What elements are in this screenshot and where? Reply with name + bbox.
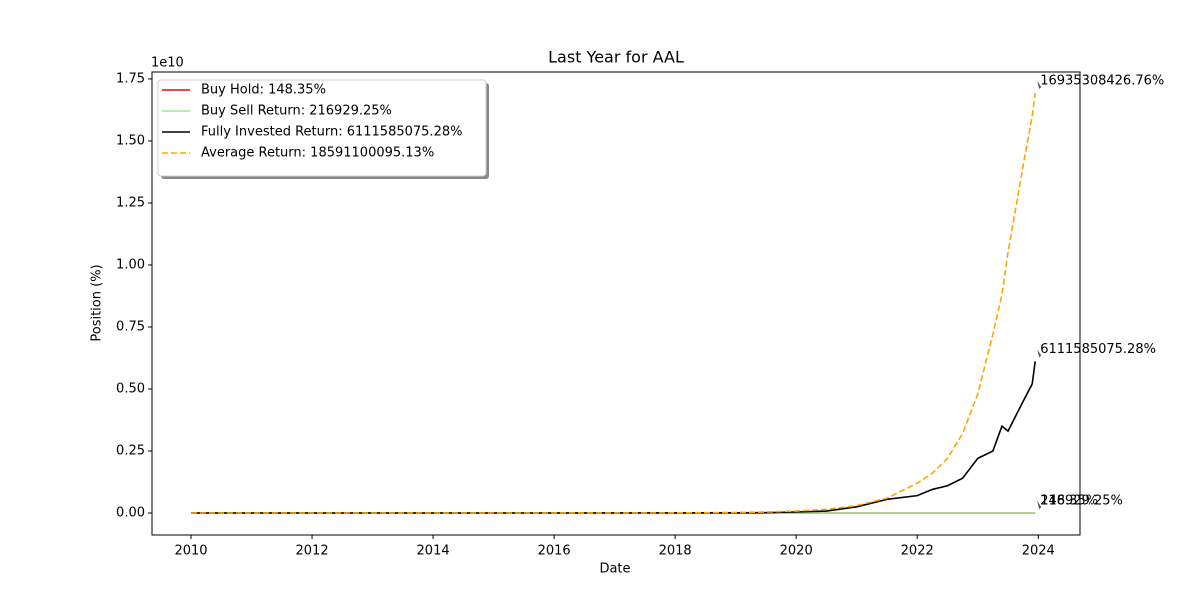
legend-label: Buy Sell Return: 216929.25% (201, 104, 392, 119)
legend-label: Buy Hold: 148.35% (201, 83, 326, 98)
annotation-arrow (1037, 349, 1042, 358)
x-tick-label: 2024 (1022, 544, 1055, 559)
y-tick-label: 0.50 (116, 381, 145, 396)
x-tick-label: 2014 (417, 544, 450, 559)
chart-title: Last Year for AAL (548, 48, 684, 67)
y-tick-label: 0.00 (116, 505, 145, 520)
x-tick-label: 2022 (901, 544, 934, 559)
line-series (191, 361, 1037, 514)
x-tick-label: 2010 (174, 544, 207, 559)
end-label: 148.35% (1040, 493, 1098, 508)
y-tick-label: 0.25 (116, 443, 145, 458)
x-tick-label: 2018 (659, 544, 692, 559)
end-label: 16935308426.76% (1040, 73, 1164, 88)
annotation-arrow (1037, 500, 1042, 509)
y-tick-label: 1.50 (116, 133, 145, 148)
y-tick-label: 1.25 (116, 195, 145, 210)
line-series (191, 92, 1037, 514)
x-axis-label: Date (599, 562, 630, 577)
legend-box (157, 79, 487, 177)
end-label: 6111585075.28% (1040, 342, 1156, 357)
x-tick-label: 2016 (538, 544, 571, 559)
plot-frame (151, 71, 1081, 536)
x-tick-label: 2020 (780, 544, 813, 559)
y-tick-label: 1.75 (116, 71, 145, 86)
end-label: 216929.25% (1040, 493, 1123, 508)
legend-label: Average Return: 18591100095.13% (201, 146, 434, 161)
legend-label: Fully Invested Return: 6111585075.28% (201, 125, 462, 140)
annotation-arrow (1037, 80, 1042, 89)
legend: Buy Hold: 148.35% Buy Sell Return: 216929… (157, 79, 489, 179)
y-tick-label: 1.00 (116, 257, 145, 272)
y-tick-label: 0.75 (116, 319, 145, 334)
y-offset-label: 1e10 (151, 56, 184, 71)
x-tick-label: 2012 (296, 544, 329, 559)
y-axis-label: Position (%) (90, 264, 105, 341)
